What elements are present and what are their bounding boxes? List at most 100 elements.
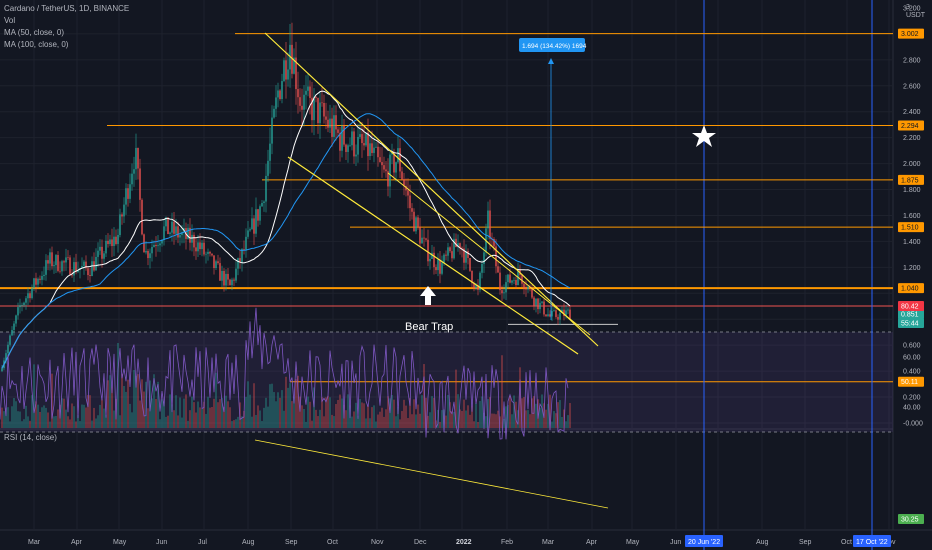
volume-bar — [41, 407, 43, 428]
candle-body — [397, 148, 399, 163]
candle-body — [63, 261, 65, 263]
volume-bar — [29, 420, 31, 428]
candle-body — [231, 279, 233, 286]
candle-body — [271, 117, 273, 144]
price-tick: 0.400 — [903, 369, 921, 376]
volume-bar — [399, 419, 401, 428]
volume-bar — [113, 410, 115, 428]
volume-bar — [309, 401, 311, 428]
volume-bar — [289, 383, 291, 428]
volume-bar — [457, 394, 459, 428]
candle-body — [457, 243, 459, 248]
volume-bar — [27, 416, 29, 428]
rsi-legend[interactable]: RSI (14, close) — [4, 433, 57, 442]
candle-body — [227, 273, 229, 280]
candle-body — [25, 298, 27, 303]
ma50-legend[interactable]: MA (50, close, 0) — [4, 28, 65, 37]
candle-body — [359, 134, 361, 137]
volume-bar — [341, 398, 343, 428]
volume-bar — [85, 407, 87, 428]
candle-body — [283, 60, 285, 82]
volume-bar — [429, 412, 431, 428]
volume-bar — [221, 397, 223, 428]
candle-body — [487, 210, 489, 229]
candle-body — [285, 60, 287, 80]
volume-bar — [1, 407, 3, 428]
candle-body — [459, 243, 461, 248]
volume-bar — [143, 391, 145, 428]
rsi-tag-label: 30.25 — [901, 517, 919, 524]
volume-bar — [49, 421, 51, 428]
candle-body — [347, 145, 349, 152]
candle-body — [219, 263, 221, 281]
candle-body — [171, 221, 173, 233]
candle-body — [141, 199, 143, 235]
candle-body — [417, 217, 419, 227]
candle-body — [425, 238, 427, 240]
volume-bar — [137, 374, 139, 428]
volume-bar — [455, 369, 457, 428]
candle-body — [199, 242, 201, 250]
symbol-title[interactable]: Cardano / TetherUS, 1D, BINANCE — [4, 4, 130, 13]
volume-bar — [521, 398, 523, 428]
rsi-tag-box — [898, 376, 924, 387]
candle-body — [549, 314, 551, 317]
candle-body — [67, 257, 69, 258]
volume-bar — [271, 383, 273, 428]
volume-bar — [171, 404, 173, 428]
volume-bar — [3, 411, 5, 428]
volume-bar — [361, 402, 363, 428]
volume-bar — [445, 415, 447, 428]
volume-bar — [117, 343, 119, 428]
time-label: Jun — [156, 539, 167, 546]
volume-bar — [275, 401, 277, 428]
candle-body — [33, 278, 35, 288]
candle-body — [381, 162, 383, 166]
candle-body — [429, 258, 431, 262]
candle-body — [567, 309, 569, 311]
candle-body — [191, 234, 193, 243]
candle-body — [497, 266, 499, 273]
candle-body — [569, 309, 571, 320]
volume-bar — [545, 409, 547, 428]
candle-body — [121, 214, 123, 217]
volume-bar — [317, 416, 319, 428]
volume-bar — [391, 395, 393, 428]
volume-bar — [563, 409, 565, 428]
candle-body — [265, 175, 267, 202]
candle-body — [179, 235, 181, 238]
candle-body — [187, 227, 189, 239]
candle-body — [11, 329, 13, 336]
time-label: Sep — [285, 539, 298, 546]
candle-body — [5, 353, 7, 361]
candle-body — [349, 145, 351, 146]
volume-legend[interactable]: Vol — [4, 16, 16, 25]
candle-body — [117, 234, 119, 244]
measure-arrowhead — [548, 58, 554, 64]
candle-body — [541, 301, 543, 303]
candle-body — [225, 273, 227, 286]
ma100-legend[interactable]: MA (100, close, 0) — [4, 40, 69, 49]
volume-bar — [395, 416, 397, 428]
volume-bar — [501, 355, 503, 428]
volume-bar — [87, 395, 89, 428]
candle-body — [209, 251, 211, 254]
volume-bar — [365, 418, 367, 428]
volume-bar — [337, 399, 339, 428]
candle-body — [197, 242, 199, 252]
volume-bar — [125, 391, 127, 428]
price-tick: 3.200 — [903, 5, 921, 12]
candle-body — [135, 147, 137, 170]
price-axis-top-digit: 3 — [906, 4, 910, 11]
candle-body — [335, 115, 337, 130]
channel-lower-line — [287, 156, 579, 355]
time-label: Nov — [371, 539, 384, 546]
candle-body — [543, 301, 545, 315]
price-tag-box — [898, 28, 924, 39]
volume-bar — [311, 420, 313, 428]
volume-bar — [441, 410, 443, 428]
volume-bar — [151, 398, 153, 428]
volume-bar — [315, 409, 317, 428]
rsi-axis: 60.00 40.00 80.42 50.11 30.25 — [898, 300, 924, 524]
